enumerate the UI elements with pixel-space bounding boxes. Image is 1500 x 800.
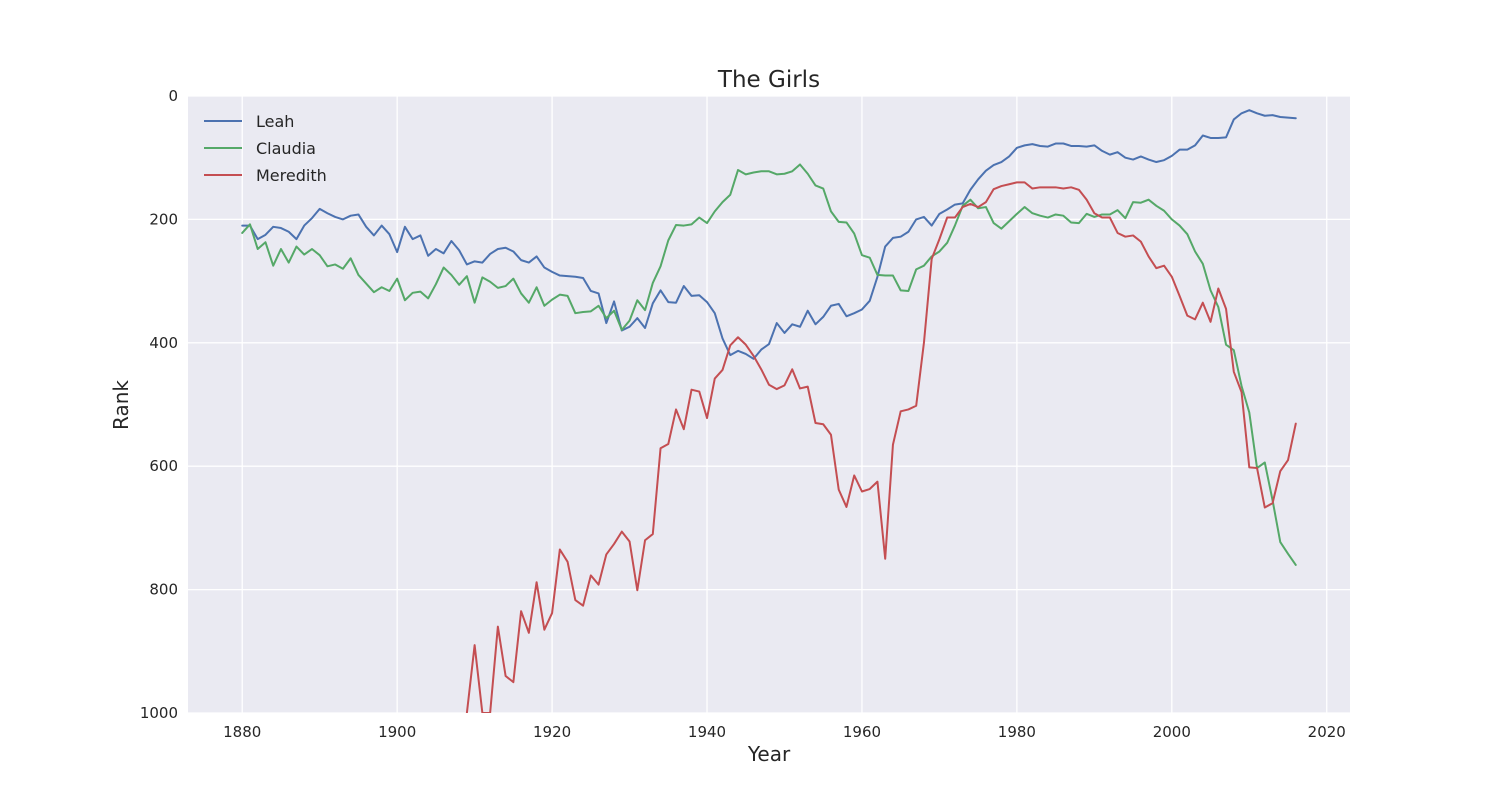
x-tick-label: 2020 [1308, 723, 1346, 741]
series-line-meredith [465, 181, 1297, 713]
tick-labels: 1880 1900 1920 1940 1960 1980 2000 2020 0 200 400 6… [140, 87, 1346, 741]
series-line-claudia [241, 163, 1297, 566]
x-tick-label: 1960 [843, 723, 881, 741]
x-tick-label: 1900 [378, 723, 416, 741]
y-tick-label: 0 [168, 87, 178, 105]
y-tick-label: 600 [149, 457, 178, 475]
legend-label-meredith: Meredith [256, 166, 327, 185]
x-tick-label: 2000 [1153, 723, 1191, 741]
y-tick-label: 800 [149, 581, 178, 599]
series-lines [241, 109, 1297, 713]
series-line-leah [241, 109, 1297, 360]
x-tick-label: 1880 [223, 723, 261, 741]
y-tick-label: 200 [149, 210, 178, 228]
y-axis-label: Rank [109, 380, 133, 430]
x-tick-label: 1920 [533, 723, 571, 741]
legend: Leah Claudia Meredith [204, 112, 327, 185]
x-axis-label: Year [747, 742, 791, 766]
grid-lines [188, 95, 1350, 714]
x-tick-label: 1980 [998, 723, 1036, 741]
legend-label-leah: Leah [256, 112, 294, 131]
plot-background [188, 96, 1350, 713]
y-tick-label: 400 [149, 334, 178, 352]
chart-title: The Girls [717, 67, 820, 93]
y-tick-label: 1000 [140, 704, 178, 722]
legend-label-claudia: Claudia [256, 139, 316, 158]
x-tick-label: 1940 [688, 723, 726, 741]
